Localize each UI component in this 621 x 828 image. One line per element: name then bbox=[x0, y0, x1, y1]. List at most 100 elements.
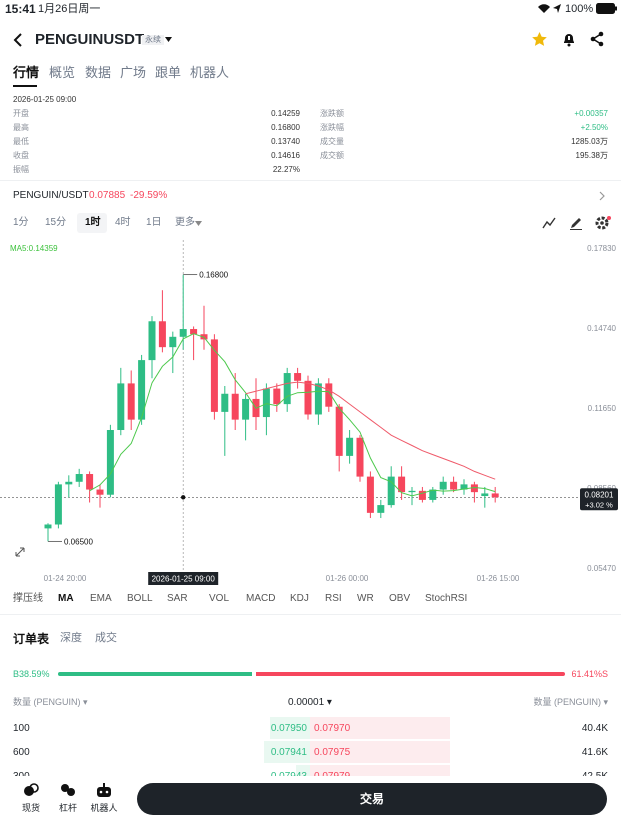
tab[interactable]: 行情 bbox=[13, 65, 40, 80]
stat-label: 开盘 bbox=[13, 109, 29, 118]
stat-value: 195.38万 bbox=[575, 151, 608, 160]
candle-body bbox=[314, 383, 322, 415]
candle-body bbox=[221, 393, 229, 412]
tab[interactable]: 概览 bbox=[49, 65, 76, 80]
kline-chart[interactable]: 0.054700.085600.116500.147400.17830MA5:0… bbox=[0, 240, 621, 590]
bot-icon[interactable] bbox=[96, 783, 112, 797]
symbol-title[interactable]: PENGUINUSDT bbox=[35, 31, 145, 48]
contract-badge: 永续 bbox=[142, 35, 164, 45]
candle-body bbox=[262, 388, 270, 418]
y-tick-label: 0.17830 bbox=[587, 244, 616, 253]
indicator-tab[interactable]: RSI bbox=[325, 593, 342, 604]
x-tick-label: 01-24 20:00 bbox=[44, 574, 87, 583]
bid-price: 0.07950 bbox=[270, 723, 307, 734]
indicator-tab[interactable]: WR bbox=[357, 593, 374, 604]
candle-body bbox=[106, 430, 114, 495]
more-caret[interactable] bbox=[195, 221, 202, 226]
indicator-tab[interactable]: MACD bbox=[246, 593, 276, 604]
stat-label: 涨跌幅 bbox=[320, 123, 344, 132]
expand-icon bbox=[15, 547, 25, 557]
stat-value: 0.14616 bbox=[271, 151, 300, 160]
tab[interactable]: 机器人 bbox=[190, 65, 230, 80]
stat-label: 成交量 bbox=[320, 137, 344, 146]
tab[interactable]: 广场 bbox=[120, 65, 147, 80]
interval[interactable]: 1时 bbox=[85, 217, 101, 228]
candle-body bbox=[158, 321, 166, 348]
indicator-tab[interactable]: EMA bbox=[90, 593, 112, 604]
interval[interactable]: 1分 bbox=[13, 217, 29, 228]
candle-body bbox=[408, 490, 416, 493]
candle-body bbox=[356, 437, 364, 477]
alert-bell[interactable] bbox=[562, 31, 576, 47]
divider bbox=[0, 180, 621, 181]
margin-icon[interactable] bbox=[60, 783, 76, 797]
orderbook-tab[interactable]: 订单表 bbox=[13, 632, 50, 646]
interval[interactable]: 15分 bbox=[45, 217, 67, 228]
indicator-icon[interactable] bbox=[542, 216, 556, 230]
pair-arrow[interactable] bbox=[598, 191, 606, 201]
trade-button[interactable] bbox=[137, 783, 607, 815]
stat-value: 0.13740 bbox=[271, 137, 300, 146]
candle-body bbox=[470, 484, 478, 493]
candle-body bbox=[179, 329, 187, 337]
candle-body bbox=[387, 476, 395, 506]
candle-body bbox=[169, 336, 177, 348]
indicator-tab[interactable]: 撑压线 bbox=[13, 593, 43, 604]
nav-label[interactable]: 杠杆 bbox=[58, 803, 77, 813]
indicator-tab[interactable]: StochRSI bbox=[425, 593, 468, 604]
candle-body bbox=[231, 393, 239, 420]
share-button[interactable] bbox=[590, 31, 605, 47]
battery-icon bbox=[596, 3, 617, 14]
orderbook-tab[interactable]: 深度 bbox=[60, 632, 82, 644]
buy-ratio-bar bbox=[58, 672, 252, 676]
nav-label[interactable]: 现货 bbox=[21, 803, 40, 813]
sell-ratio: 61.41%S bbox=[571, 669, 608, 679]
crosshair-date-box bbox=[148, 572, 219, 585]
candle-body bbox=[294, 373, 302, 381]
candle-body bbox=[283, 373, 291, 405]
stat-value: +2.50% bbox=[580, 123, 608, 132]
candle-body bbox=[481, 493, 489, 497]
nav-label[interactable]: 机器人 bbox=[90, 803, 118, 813]
settings-icon[interactable] bbox=[595, 215, 613, 231]
candle-body bbox=[96, 489, 104, 495]
qty-header-right[interactable]: 数量 (PENGUIN) ▾ bbox=[533, 697, 608, 707]
ask-qty: 41.6K bbox=[581, 747, 608, 758]
status-date: 1月26日周一 bbox=[38, 3, 101, 15]
crosshair-date: 2026-01-25 09:00 bbox=[152, 575, 216, 584]
draw-icon[interactable] bbox=[569, 216, 583, 230]
x-tick-label: 01-26 00:00 bbox=[326, 574, 369, 583]
pair-name[interactable]: PENGUIN/USDT bbox=[13, 190, 89, 201]
indicator-tab[interactable]: KDJ bbox=[290, 593, 309, 604]
ask-qty: 40.4K bbox=[581, 723, 608, 734]
interval[interactable]: 更多 bbox=[175, 217, 195, 228]
back-button[interactable] bbox=[12, 32, 24, 48]
sell-ratio-bar bbox=[255, 672, 565, 676]
ma5-label: MA5:0.14359 bbox=[10, 244, 58, 253]
indicator-tab[interactable]: OBV bbox=[389, 593, 411, 604]
tab[interactable]: 数据 bbox=[85, 65, 112, 80]
favorite-star[interactable] bbox=[531, 31, 548, 47]
precision-select[interactable]: 0.00001 ▾ bbox=[288, 697, 332, 708]
interval[interactable]: 4时 bbox=[115, 217, 131, 228]
indicator-tab[interactable]: BOLL bbox=[127, 593, 153, 604]
spot-icon[interactable] bbox=[23, 783, 39, 797]
trade-button-label: 交易 bbox=[359, 792, 384, 806]
interval[interactable]: 1日 bbox=[146, 217, 162, 228]
price-tag-change: +3.02 % bbox=[585, 500, 613, 509]
indicator-tab[interactable]: VOL bbox=[209, 593, 230, 604]
indicator-tab[interactable]: SAR bbox=[167, 593, 188, 604]
pair-price: 0.07885 bbox=[89, 190, 126, 201]
tab[interactable]: 跟单 bbox=[155, 65, 182, 80]
symbol-caret[interactable] bbox=[164, 35, 173, 43]
stat-label: 成交额 bbox=[320, 151, 344, 160]
indicator-tab[interactable]: MA bbox=[58, 593, 74, 604]
low-label: 0.06500 bbox=[64, 537, 93, 546]
candle-body bbox=[325, 383, 333, 407]
stat-value: 1285.03万 bbox=[571, 137, 608, 146]
qty-header-left[interactable]: 数量 (PENGUIN) ▾ bbox=[13, 697, 88, 707]
pair-change: -29.59% bbox=[130, 190, 168, 201]
stat-label: 最低 bbox=[13, 137, 29, 146]
orderbook-tab[interactable]: 成交 bbox=[95, 632, 117, 644]
